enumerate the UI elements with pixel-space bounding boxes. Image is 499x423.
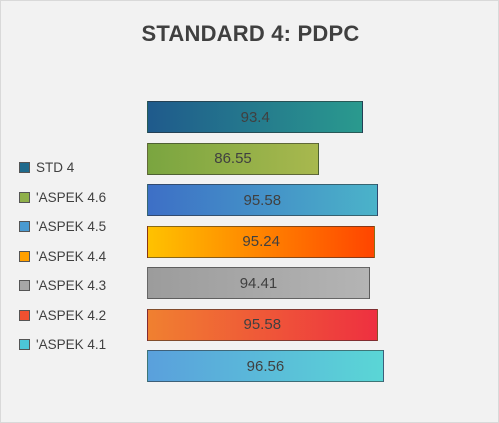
- legend-item-6: 'ASPEK 4.1: [19, 330, 106, 360]
- legend-swatch-6: [19, 339, 30, 351]
- legend: STD 4 'ASPEK 4.6 'ASPEK 4.5 'ASPEK 4.4 'ASPE…: [19, 153, 106, 360]
- legend-swatch-1: [19, 191, 30, 203]
- legend-label-6: 'ASPEK 4.1: [36, 337, 107, 353]
- bar-value-label-1: 86.55: [214, 150, 252, 167]
- bar-value-label-2: 95.58: [243, 191, 282, 209]
- legend-label-0: STD 4: [36, 160, 75, 176]
- bar-value-label-0: 93.4: [240, 108, 270, 126]
- legend-item-4: 'ASPEK 4.3: [19, 271, 106, 301]
- chart-title: STANDARD 4: PDPC: [141, 21, 360, 46]
- legend-item-1: 'ASPEK 4.6: [19, 183, 106, 213]
- legend-item-2: 'ASPEK 4.5: [19, 212, 106, 242]
- legend-swatch-3: [19, 250, 30, 262]
- legend-swatch-5: [19, 309, 30, 321]
- bar-2: 95.58: [147, 184, 378, 216]
- bar-0: 93.4: [147, 101, 364, 133]
- bar-value-label-3: 95.24: [242, 233, 280, 250]
- legend-label-4: 'ASPEK 4.3: [36, 278, 107, 294]
- bar-value-label-6: 96.56: [246, 357, 285, 375]
- legend-item-3: 'ASPEK 4.4: [19, 242, 106, 272]
- legend-label-1: 'ASPEK 4.6: [36, 189, 107, 205]
- legend-label-2: 'ASPEK 4.5: [36, 219, 107, 235]
- bar-1: 86.55: [147, 142, 320, 175]
- bar-6: 96.56: [147, 350, 384, 382]
- legend-label-3: 'ASPEK 4.4: [36, 248, 107, 264]
- legend-swatch-0: [19, 162, 30, 174]
- bar-value-label-4: 94.41: [239, 274, 278, 292]
- legend-swatch-2: [19, 221, 30, 233]
- bar-3: 95.24: [147, 225, 376, 258]
- bar-value-label-5: 95.58: [243, 316, 282, 333]
- bar-4: 94.41: [147, 267, 370, 299]
- legend-swatch-4: [19, 280, 30, 292]
- legend-item-5: 'ASPEK 4.2: [19, 301, 106, 331]
- legend-item-0: STD 4: [19, 153, 106, 183]
- bar-5: 95.58: [147, 308, 378, 341]
- legend-label-5: 'ASPEK 4.2: [36, 307, 107, 323]
